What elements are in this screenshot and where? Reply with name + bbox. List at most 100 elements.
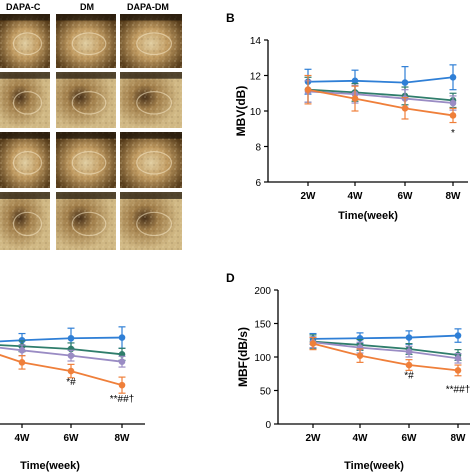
significance-annotation: **##† (446, 385, 470, 396)
ultrasound-tile-contour (12, 151, 43, 175)
ultrasound-tile-speckle (120, 14, 182, 68)
x-tick-label: 6W (402, 433, 418, 444)
ultrasound-tile-top-band (56, 132, 116, 139)
ultrasound-tile (0, 72, 50, 128)
ultrasound-tile (120, 72, 182, 128)
ultrasound-tile-speckle (56, 72, 116, 128)
panel-b-series: * (304, 64, 457, 139)
ultrasound-tile-contour (136, 151, 173, 175)
y-tick-label: 150 (254, 320, 271, 331)
significance-annotation: *# (404, 370, 414, 381)
series-purple (0, 344, 126, 368)
panel-c-x-ticks: 4W 6W 8W (15, 424, 131, 444)
x-tick-label: 6W (398, 191, 414, 202)
panel-b-x-label: Time(week) (338, 210, 398, 222)
significance-annotation: * (451, 128, 455, 139)
y-tick-label: 12 (250, 72, 262, 83)
x-tick-label: 2W (301, 191, 317, 202)
ultrasound-tile-contour (12, 91, 43, 115)
data-point (405, 334, 413, 341)
ultrasound-tile-top-band (120, 72, 182, 79)
x-tick-label: 4W (15, 433, 31, 444)
ultrasound-tile (56, 192, 116, 250)
x-tick-label: 8W (451, 433, 467, 444)
data-point (449, 99, 457, 107)
x-tick-label: 2W (306, 433, 322, 444)
panel-d-letter: D (226, 271, 235, 285)
ultrasound-tile-speckle (0, 132, 50, 188)
series-orange (304, 74, 457, 124)
data-point (351, 95, 359, 102)
y-tick-label: 10 (250, 107, 262, 118)
series-purple (304, 80, 457, 111)
ultrasound-tile-contour (71, 32, 107, 56)
ultrasound-tile-speckle (0, 14, 50, 68)
ultrasound-tile-top-band (120, 14, 182, 21)
data-point (118, 358, 126, 365)
y-tick-label: 0 (265, 420, 271, 431)
series-line (307, 88, 454, 102)
panel-d-chart: D 0 50 100 150 200 2W 4W 6W 8W *# **##† MBF(dB/s… (226, 271, 470, 472)
data-point (118, 334, 126, 341)
panel-b-x-ticks: 2W 4W 6W 8W (301, 182, 462, 202)
ultrasound-tile-speckle (120, 192, 182, 250)
ultrasound-tile-contour (71, 91, 107, 115)
series-blue (0, 326, 126, 349)
series-line (307, 76, 454, 84)
data-point (454, 367, 462, 374)
series-line (307, 88, 454, 117)
ultrasound-tile-top-band (0, 132, 50, 139)
ultrasound-tile-top-band (120, 132, 182, 139)
ultrasound-tile-contour (136, 91, 173, 115)
data-point (401, 105, 409, 112)
ultrasound-tile-top-band (120, 192, 182, 199)
ultrasound-tile (0, 132, 50, 188)
ultrasound-tile (120, 132, 182, 188)
ultrasound-tile-speckle (0, 192, 50, 250)
panel-b-chart: B 6 8 10 12 14 2W 4W 6W 8W * MBV(dB) Time(week) (226, 11, 468, 222)
y-tick-label: 14 (250, 36, 262, 47)
ultrasound-tile (0, 14, 50, 68)
ultrasound-tile-contour (12, 211, 43, 237)
panel-d-y-label: MBF(dB/s) (236, 327, 250, 387)
data-point (67, 367, 75, 375)
ultrasound-tile (120, 192, 182, 250)
significance-annotation: **##† (110, 394, 134, 405)
ultrasound-tile-top-band (0, 192, 50, 199)
ultrasound-tile-speckle (120, 132, 182, 188)
ultrasound-tile-contour (136, 32, 173, 56)
ultrasound-tile-contour (12, 32, 43, 56)
ultrasound-tile-top-band (56, 72, 116, 79)
significance-annotation: *# (66, 377, 76, 388)
x-tick-label: 8W (115, 433, 131, 444)
series-line (0, 344, 123, 356)
series-line (312, 342, 459, 372)
column-header-dapa-dm: DAPA-DM (127, 2, 169, 12)
panel-c-chart: 4W 6W 8W *# **##† Time(week) (0, 326, 145, 472)
data-point (454, 355, 462, 362)
data-point (449, 112, 457, 119)
x-tick-label: 8W (446, 191, 462, 202)
series-line (312, 341, 459, 360)
panel-b-y-label: MBV(dB) (234, 86, 248, 137)
series-blue (309, 328, 462, 345)
ultrasound-tile-speckle (56, 132, 116, 188)
y-tick-label: 200 (254, 286, 271, 297)
ultrasound-tile (56, 14, 116, 68)
series-line (0, 336, 123, 343)
series-line (307, 90, 454, 104)
panel-d-y-ticks: 0 50 100 150 200 (254, 286, 278, 431)
data-point (454, 332, 462, 339)
ultrasound-tile-top-band (0, 14, 50, 21)
data-point (304, 86, 312, 93)
ultrasound-tile (56, 132, 116, 188)
data-point (356, 352, 364, 359)
panel-b-y-ticks: 6 8 10 12 14 (250, 36, 268, 189)
y-tick-label: 100 (254, 353, 271, 364)
data-point (351, 77, 359, 85)
data-point (18, 347, 26, 354)
data-point (118, 381, 126, 389)
panel-d-x-ticks: 2W 4W 6W 8W (306, 424, 467, 444)
